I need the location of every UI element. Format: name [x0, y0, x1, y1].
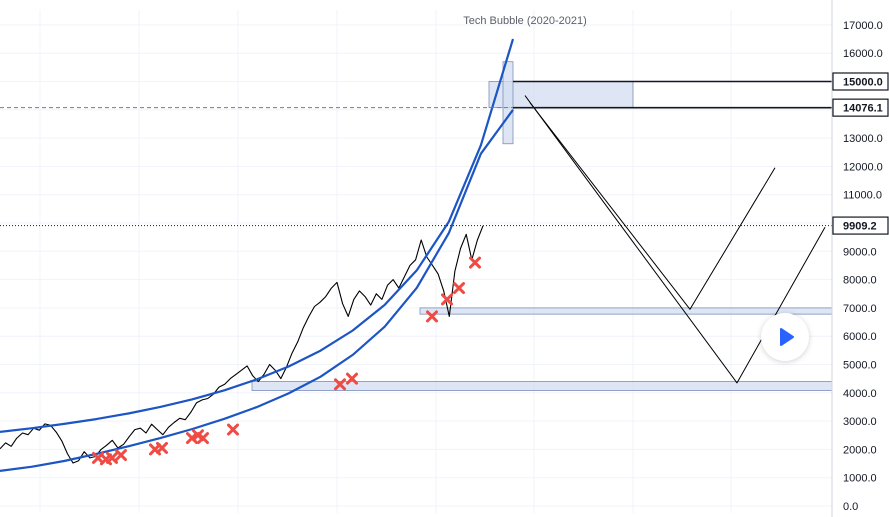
x-marker	[346, 372, 358, 385]
x-marker	[469, 256, 481, 269]
y-tick-label: 3000.0	[843, 416, 877, 428]
play-icon	[780, 328, 794, 346]
x-marker	[426, 310, 438, 323]
y-tick-label: 11000.0	[843, 190, 882, 202]
spike-zone	[502, 61, 514, 145]
x-marker-stroke	[106, 451, 118, 464]
y-axis[interactable]: 0.0 1000.0 2000.0 3000.0 4000.0 5000.0 6000.0 7…	[831, 0, 889, 517]
y-tick-label: 7000.0	[843, 303, 877, 315]
price-lines	[0, 80, 832, 227]
y-tick-label: 9000.0	[843, 246, 877, 258]
x-marker	[227, 423, 239, 436]
price-badge	[832, 216, 889, 235]
price-badge	[832, 98, 889, 117]
y-tick-label: 12000.0	[843, 161, 883, 173]
x-marker-stroke	[469, 256, 481, 269]
y-tick-label: 16000.0	[843, 48, 883, 60]
x-marker	[197, 432, 209, 445]
x-marker-stroke	[197, 432, 209, 445]
series-lower-band	[0, 109, 514, 472]
x-marker-stroke	[227, 423, 239, 436]
series	[0, 38, 826, 472]
series-projection-path-2	[524, 95, 826, 384]
series-upper-band	[0, 38, 515, 433]
y-tick-label: 0.0	[843, 501, 858, 513]
markers	[92, 256, 481, 466]
x-marker-stroke	[426, 310, 438, 323]
series-price	[0, 225, 484, 464]
x-marker-stroke	[186, 432, 198, 445]
x-marker	[186, 432, 198, 445]
x-marker-stroke	[441, 293, 453, 306]
series-projection-path-1	[529, 102, 776, 310]
play-button[interactable]	[761, 313, 809, 361]
x-marker-stroke	[149, 443, 161, 456]
x-marker	[453, 282, 465, 295]
chart-title: Tech Bubble (2020-2021)	[463, 15, 587, 27]
price-badge	[832, 72, 889, 91]
x-marker	[156, 441, 168, 454]
price-badge-label: 14076.1	[843, 103, 883, 115]
x-marker	[106, 451, 118, 464]
y-tick-label: 2000.0	[843, 444, 877, 456]
x-marker-stroke	[156, 441, 168, 454]
x-marker	[334, 378, 346, 391]
x-marker	[115, 449, 127, 462]
x-marker-stroke	[453, 282, 465, 295]
x-marker	[441, 293, 453, 306]
grid	[0, 10, 832, 513]
x-marker-stroke	[346, 372, 358, 385]
y-tick-label: 1000.0	[843, 473, 877, 485]
y-tick-label: 17000.0	[843, 20, 883, 32]
zones	[251, 61, 833, 391]
price-badge-label: 15000.0	[843, 77, 883, 89]
y-tick-label: 4000.0	[843, 388, 877, 400]
x-marker-stroke	[115, 449, 127, 462]
x-marker-stroke	[334, 378, 346, 391]
y-tick-label: 13000.0	[843, 133, 883, 145]
y-tick-label: 6000.0	[843, 331, 877, 343]
x-marker-stroke	[192, 429, 204, 442]
y-tick-label: 5000.0	[843, 360, 877, 372]
price-badge-label: 9909.2	[843, 221, 877, 233]
y-tick-label: 8000.0	[843, 275, 877, 287]
